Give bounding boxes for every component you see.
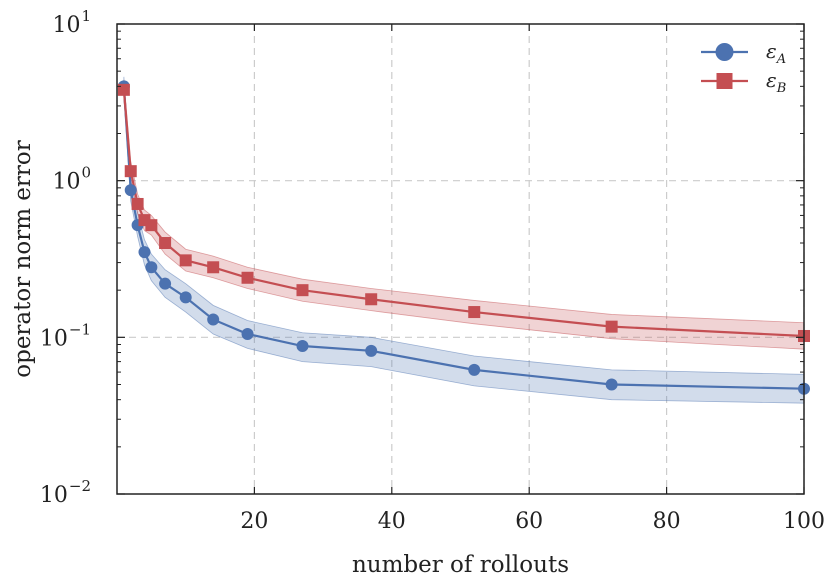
series-1-confidence-band xyxy=(123,76,805,404)
series-2-point xyxy=(145,219,158,232)
x-axis-label: number of rollouts xyxy=(352,552,569,578)
y-tick-label: 10−1 xyxy=(40,320,91,351)
series-2-point xyxy=(179,254,192,267)
series-2-point xyxy=(605,320,618,333)
series-1-point xyxy=(605,378,618,391)
series-1-point xyxy=(179,291,192,304)
plot-frame xyxy=(116,23,805,495)
series-2-point xyxy=(468,306,481,319)
x-tick-label: 20 xyxy=(240,509,268,534)
series-2-point xyxy=(296,284,309,297)
series-2-point xyxy=(131,197,144,210)
y-tick-label: 10−2 xyxy=(40,477,91,508)
legend-series-1-marker xyxy=(715,43,734,61)
series-2-point xyxy=(241,271,254,284)
series-1-point xyxy=(124,184,137,197)
series-1-point xyxy=(365,344,378,357)
y-tick-label: 101 xyxy=(52,7,91,38)
series-2-point xyxy=(124,165,137,178)
series-2-confidence-band xyxy=(123,79,805,350)
y-tick-exponent: 0 xyxy=(81,164,91,182)
legend-series-2-subscript: B xyxy=(776,81,787,96)
y-tick-exponent: 1 xyxy=(81,7,91,25)
series-2-point xyxy=(159,237,172,250)
y-tick-exponent: −2 xyxy=(69,477,91,495)
legend-series-2-marker xyxy=(716,73,733,89)
series-1-point xyxy=(145,261,158,274)
series-1-point xyxy=(159,277,172,290)
series-2-point xyxy=(207,261,220,274)
y-axis-label: operator norm error xyxy=(10,140,36,378)
x-tick-label: 80 xyxy=(653,509,681,534)
series-1-point xyxy=(138,246,151,259)
x-tick-label: 100 xyxy=(783,509,825,534)
series-1-point xyxy=(207,313,220,326)
x-tick-label: 60 xyxy=(515,509,543,534)
legend-series-2-label: εB xyxy=(766,68,786,96)
y-tick-label: 100 xyxy=(52,164,91,195)
confidence-bands xyxy=(123,76,805,404)
legend-series-1-subscript: A xyxy=(776,52,786,67)
series-2-point xyxy=(117,83,130,96)
series-1-point xyxy=(241,328,254,341)
series-1-point xyxy=(296,340,309,353)
series-2-point xyxy=(365,293,378,306)
series-markers xyxy=(117,80,810,395)
y-tick-exponent: −1 xyxy=(69,320,91,338)
series-1-point xyxy=(468,363,481,376)
x-tick-label: 40 xyxy=(378,509,406,534)
legend-series-1-label: εA xyxy=(766,39,786,67)
